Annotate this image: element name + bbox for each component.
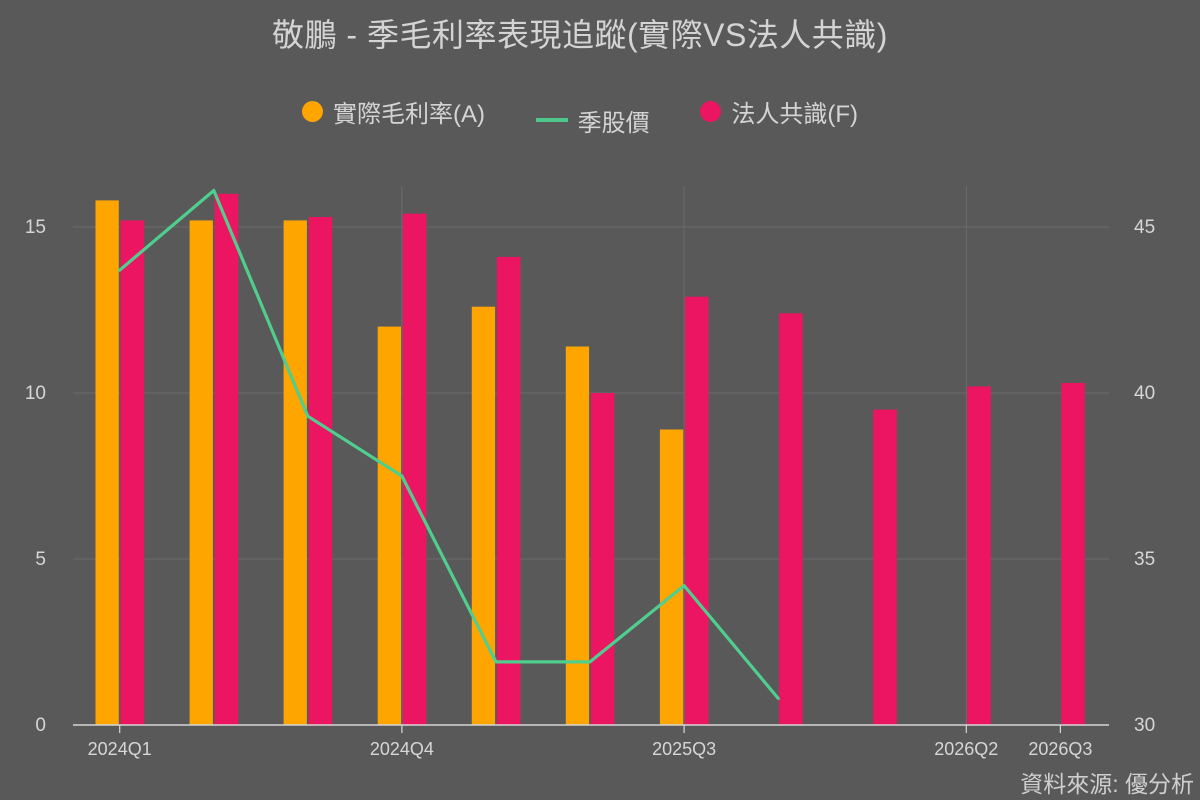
svg-text:2026Q3: 2026Q3: [1028, 739, 1092, 759]
svg-text:2025Q3: 2025Q3: [652, 739, 716, 759]
svg-text:30: 30: [1134, 715, 1155, 736]
svg-text:35: 35: [1134, 549, 1155, 570]
svg-text:2024Q4: 2024Q4: [370, 739, 434, 759]
svg-text:2024Q1: 2024Q1: [88, 739, 152, 759]
svg-text:40: 40: [1134, 383, 1155, 404]
svg-text:2026Q2: 2026Q2: [934, 739, 998, 759]
svg-text:15: 15: [25, 217, 46, 238]
svg-text:5: 5: [35, 549, 46, 570]
svg-text:10: 10: [25, 383, 46, 404]
svg-text:45: 45: [1134, 217, 1155, 238]
svg-text:0: 0: [35, 715, 46, 736]
